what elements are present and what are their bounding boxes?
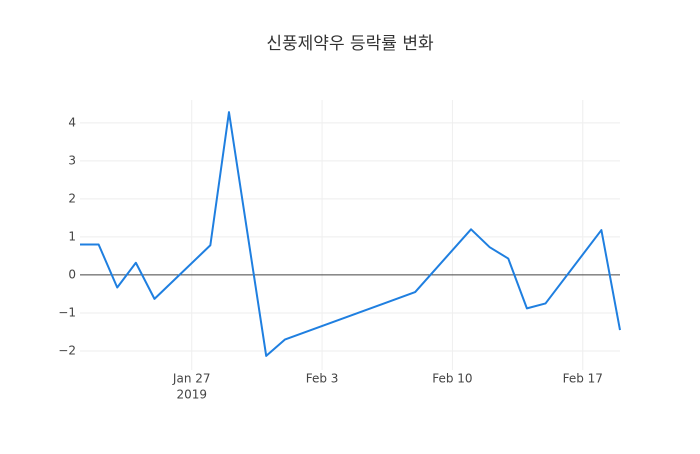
x-tick-year: 2019: [176, 388, 207, 402]
x-tick-label: Feb 3: [306, 372, 339, 386]
line-series: [80, 111, 621, 357]
y-tick-label: 2: [68, 191, 76, 205]
y-tick-label: 0: [68, 267, 76, 281]
x-tick-label: Jan 27: [172, 372, 211, 386]
y-tick-label: 3: [68, 153, 76, 167]
y-tick-label: −1: [58, 305, 76, 319]
chart-title: 신풍제약우 등락률 변화: [266, 34, 434, 54]
x-tick-label: Feb 10: [432, 372, 472, 386]
y-tick-label: 4: [68, 115, 76, 129]
y-tick-label: 1: [68, 229, 76, 243]
y-tick-label: −2: [58, 343, 76, 357]
x-tick-label: Feb 17: [563, 372, 603, 386]
